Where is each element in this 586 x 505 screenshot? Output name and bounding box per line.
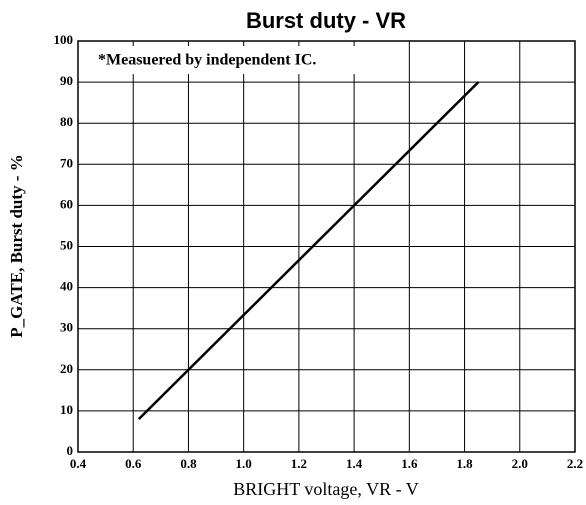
y-tick-label: 70 — [60, 155, 73, 170]
x-tick-label: 1.8 — [456, 456, 473, 471]
x-tick-label: 1.6 — [401, 456, 418, 471]
x-tick-label: 2.2 — [567, 456, 583, 471]
y-tick-label: 100 — [54, 32, 74, 47]
x-tick-label: 2.0 — [512, 456, 528, 471]
y-tick-label: 50 — [60, 237, 73, 252]
annotation: *Measuered by independent IC. — [98, 52, 316, 69]
y-tick-label: 10 — [60, 402, 73, 417]
x-tick-label: 1.2 — [291, 456, 307, 471]
annotation-box — [90, 46, 386, 74]
y-tick-label: 90 — [60, 73, 73, 88]
plot-frame — [77, 40, 576, 453]
y-tick-label: 80 — [60, 114, 73, 129]
y-tick-label: 20 — [60, 361, 73, 376]
y-tick-label: 60 — [60, 196, 73, 211]
y-axis-label: P_GATE, Burst duty - % — [7, 154, 26, 337]
y-tick-label: 40 — [60, 279, 73, 294]
x-tick-label: 0.4 — [70, 456, 87, 471]
x-tick-label: 1.0 — [236, 456, 252, 471]
chart-title: Burst duty - VR — [246, 8, 406, 33]
x-tick-label: 0.6 — [125, 456, 142, 471]
x-tick-label: 1.4 — [346, 456, 363, 471]
y-tick-label: 30 — [60, 320, 73, 335]
x-tick-label: 0.8 — [180, 456, 197, 471]
data-line — [137, 81, 480, 421]
y-tick-label: 0 — [67, 443, 74, 458]
x-axis-label: BRIGHT voltage, VR - V — [233, 479, 419, 499]
